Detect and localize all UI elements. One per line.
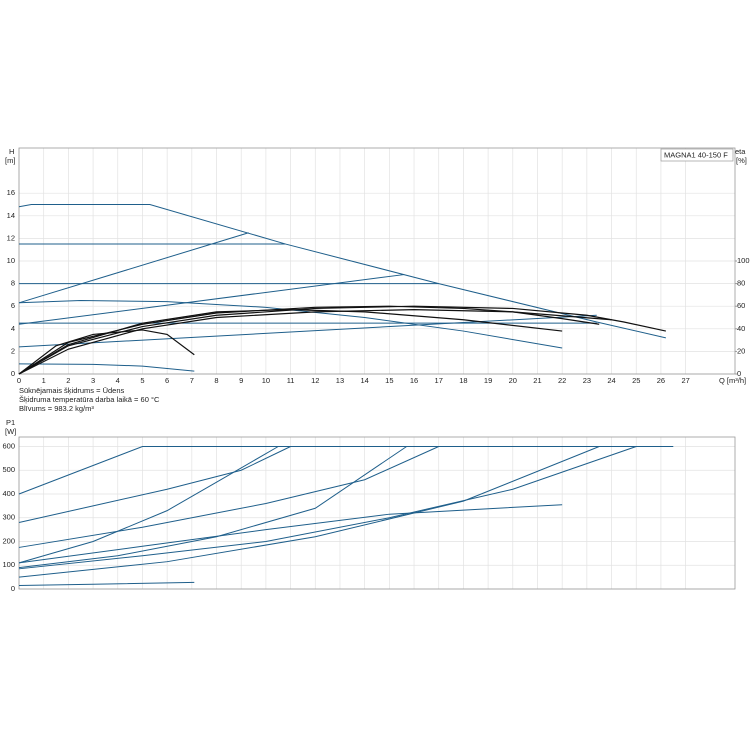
x-tick-label: 21 xyxy=(533,376,541,385)
y2-tick-label: 80 xyxy=(737,279,745,288)
curve xyxy=(18,363,195,372)
x-tick-label: 24 xyxy=(607,376,615,385)
x-tick-label: 26 xyxy=(657,376,665,385)
y-tick-label: 6 xyxy=(11,301,15,310)
x-tick-label: 18 xyxy=(459,376,467,385)
y-tick-label: 100 xyxy=(2,560,15,569)
x-tick-label: 9 xyxy=(239,376,243,385)
annotation: Sūknējamais šķidrums = Ūdens xyxy=(19,386,125,395)
x-tick-label: 6 xyxy=(165,376,169,385)
x-tick-label: 27 xyxy=(681,376,689,385)
x-tick-label: 12 xyxy=(311,376,319,385)
y-tick-label: 400 xyxy=(2,489,15,498)
x-axis-label: Q [m³/h] xyxy=(719,376,746,385)
y-tick-label: 10 xyxy=(7,256,15,265)
y2-axis-label: eta xyxy=(735,147,746,156)
x-tick-label: 5 xyxy=(140,376,144,385)
efficiency-curve xyxy=(18,329,195,375)
y2-axis-unit: [%] xyxy=(736,156,747,165)
x-tick-label: 20 xyxy=(509,376,517,385)
y-tick-label: 12 xyxy=(7,233,15,242)
curve xyxy=(18,446,674,495)
efficiency-curve xyxy=(18,308,612,375)
x-tick-label: 22 xyxy=(558,376,566,385)
curve xyxy=(18,446,279,564)
efficiency-curve xyxy=(18,308,563,375)
x-tick-label: 2 xyxy=(66,376,70,385)
y-tick-label: 200 xyxy=(2,536,15,545)
x-tick-label: 25 xyxy=(632,376,640,385)
y2-tick-label: 20 xyxy=(737,346,745,355)
curve xyxy=(18,446,291,523)
y2-tick-label: 100 xyxy=(737,256,750,265)
curve xyxy=(18,446,637,570)
efficiency-curve xyxy=(18,305,600,375)
y-tick-label: 16 xyxy=(7,188,15,197)
y-axis-label: H xyxy=(9,147,14,156)
y2-tick-label: 40 xyxy=(737,324,745,333)
curve xyxy=(18,274,405,325)
y-tick-label: 500 xyxy=(2,465,15,474)
annotation: Šķidruma temperatūra darba laikā = 60 °C xyxy=(19,395,160,404)
title-box xyxy=(660,148,734,162)
x-tick-label: 16 xyxy=(410,376,418,385)
x-tick-label: 10 xyxy=(262,376,270,385)
x-tick-label: 23 xyxy=(583,376,591,385)
curve xyxy=(18,504,563,564)
curve xyxy=(18,314,597,348)
x-tick-label: 1 xyxy=(42,376,46,385)
x-tick-label: 0 xyxy=(17,376,21,385)
y2-tick-label: 0 xyxy=(737,369,741,378)
curve xyxy=(18,446,600,578)
curve xyxy=(18,300,563,349)
curve xyxy=(18,581,195,586)
x-tick-label: 8 xyxy=(214,376,218,385)
y-tick-label: 0 xyxy=(11,369,15,378)
y-axis-label: P1 xyxy=(6,418,15,427)
y-axis-unit: [m] xyxy=(5,156,15,165)
x-tick-label: 17 xyxy=(435,376,443,385)
x-tick-label: 4 xyxy=(116,376,120,385)
x-tick-label: 11 xyxy=(287,376,295,385)
y-tick-label: 0 xyxy=(11,584,15,593)
y-axis-unit: [W] xyxy=(5,427,16,436)
plot-frame xyxy=(18,436,736,590)
plot xyxy=(18,147,736,375)
x-tick-label: 15 xyxy=(385,376,393,385)
y-tick-label: 8 xyxy=(11,279,15,288)
curve xyxy=(18,204,666,339)
curve xyxy=(18,232,249,304)
x-tick-label: 14 xyxy=(360,376,368,385)
curve xyxy=(18,446,439,548)
chart-title: MAGNA1 40-150 F xyxy=(664,150,728,159)
y-tick-label: 4 xyxy=(11,324,15,333)
x-tick-label: 19 xyxy=(484,376,492,385)
y-tick-label: 2 xyxy=(11,346,15,355)
x-tick-label: 3 xyxy=(91,376,95,385)
y-tick-label: 14 xyxy=(7,211,15,220)
curve xyxy=(18,446,407,569)
x-tick-label: 7 xyxy=(190,376,194,385)
y-tick-label: 300 xyxy=(2,513,15,522)
y-tick-label: 600 xyxy=(2,441,15,450)
x-tick-label: 13 xyxy=(336,376,344,385)
efficiency-curve xyxy=(18,305,666,375)
y2-tick-label: 60 xyxy=(737,301,745,310)
annotation: Blīvums = 983.2 kg/m³ xyxy=(19,404,94,413)
